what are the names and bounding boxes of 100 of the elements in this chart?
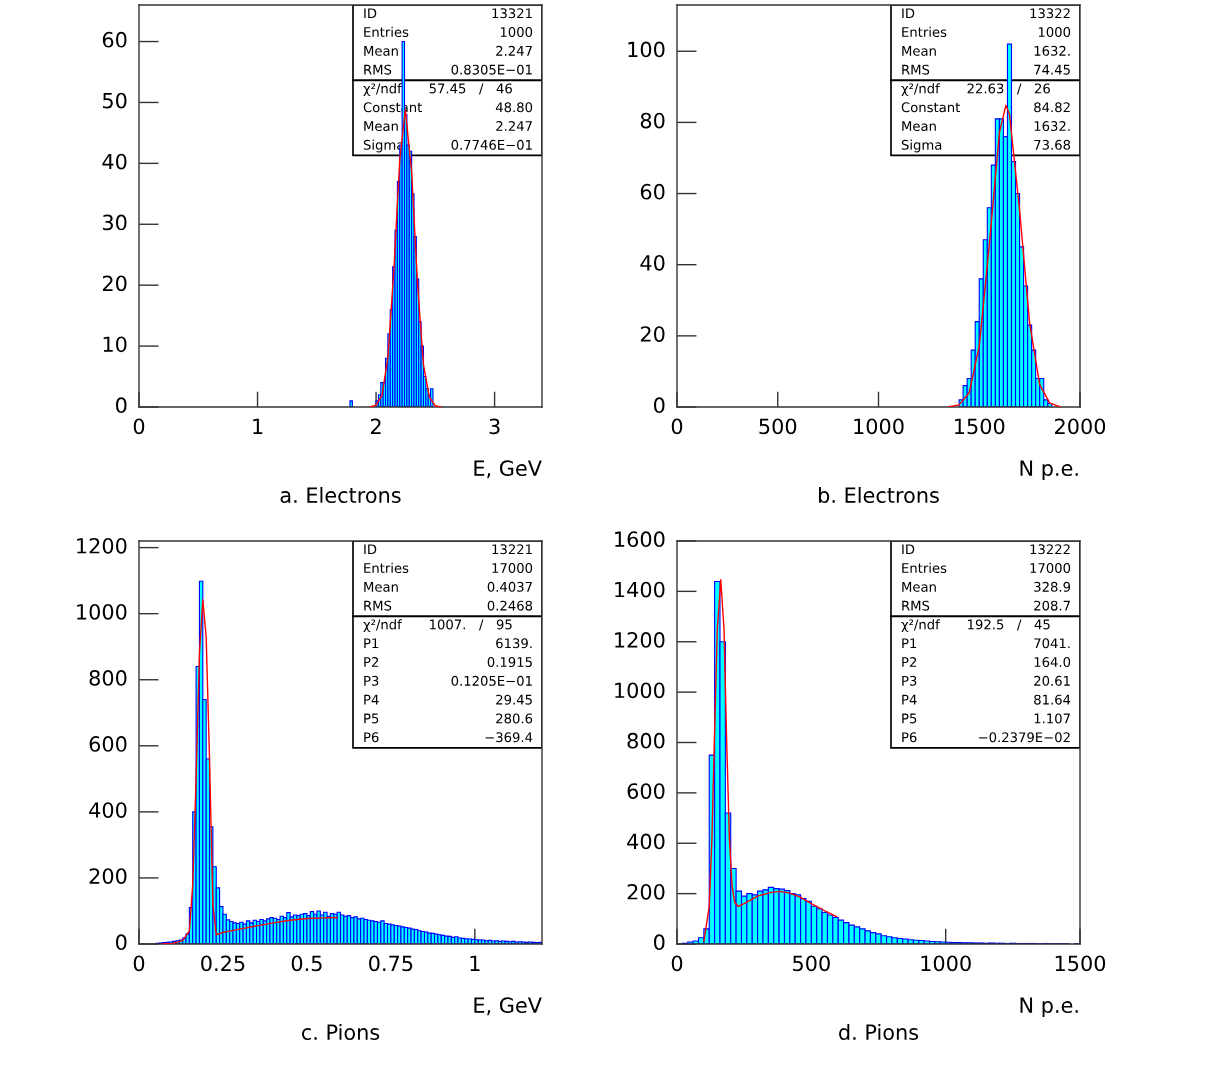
- annotation: Entries: [902, 562, 947, 574]
- y-tick-label: 1200: [77, 537, 127, 554]
- annotation: 1632.: [1034, 45, 1070, 56]
- annotation: 0.1915: [487, 657, 532, 668]
- annotation: 208.7: [1034, 600, 1070, 611]
- y-tick-label: 200: [627, 883, 665, 900]
- annotation: 0.1205E−01: [451, 675, 532, 686]
- x-tick-label: 500: [759, 418, 797, 435]
- annotation: P6: [364, 732, 379, 743]
- annotation: 1007. / 95: [430, 619, 512, 631]
- x-tick-label: 2000: [1055, 418, 1106, 435]
- annotation: Mean: [364, 121, 398, 132]
- annotation: 1000: [500, 27, 533, 38]
- y-tick-label: 1200: [615, 632, 665, 648]
- x-tick-label: 0.5: [291, 955, 322, 972]
- annotation: Entries: [364, 562, 409, 574]
- annotation: Sigma: [901, 139, 942, 153]
- annotation: 13321: [492, 8, 532, 19]
- annotation: ID: [364, 8, 377, 19]
- annotation: 6139.: [496, 638, 532, 649]
- annotation: Mean: [364, 46, 398, 56]
- annotation: P6: [902, 732, 917, 743]
- text: a. Electrons: [280, 486, 401, 504]
- annotation: 0.7746E−01: [451, 139, 532, 150]
- x-tick-label: 0.25: [201, 955, 245, 972]
- y-tick-label: 30: [102, 214, 127, 231]
- x-tick-label: 0: [671, 955, 683, 972]
- annotation: 0.8305E−01: [451, 64, 532, 75]
- annotation: 2.247: [496, 45, 532, 56]
- y-tick-label: 600: [627, 783, 665, 799]
- y-tick-label: 1000: [77, 603, 127, 620]
- annotation: χ²/ndf: [901, 619, 940, 632]
- x-tick-label: 1000: [921, 955, 971, 972]
- text: c. Pions: [301, 1023, 380, 1041]
- y-tick-label: 400: [89, 802, 127, 818]
- annotation: Mean: [902, 582, 936, 592]
- annotation: χ²/ndf: [901, 83, 940, 96]
- y-tick-label: 200: [89, 868, 127, 884]
- annotation: P5: [902, 713, 917, 724]
- annotation: P1: [902, 638, 917, 649]
- annotation: 0.4037: [487, 581, 532, 592]
- y-tick-label: 400: [627, 833, 665, 850]
- annotation: 29.45: [496, 694, 532, 705]
- y-tick-label: 1400: [615, 581, 665, 598]
- annotation: 13221: [492, 544, 532, 555]
- annotation: Entries: [902, 26, 947, 38]
- annotation: 20.61: [1034, 675, 1070, 686]
- x-tick-label: 1500: [1055, 955, 1106, 972]
- annotation: RMS: [364, 600, 392, 611]
- text: d. Pions: [839, 1023, 919, 1041]
- annotation: RMS: [902, 64, 930, 75]
- annotation: 192.5 / 45: [968, 619, 1050, 631]
- annotation: 0.2468: [487, 600, 533, 611]
- annotation: 164.0: [1034, 657, 1071, 668]
- annotation: 1000: [1038, 27, 1071, 38]
- y-tick-label: 800: [89, 670, 127, 686]
- annotation: 48.80: [495, 102, 533, 113]
- y-tick-label: 0: [654, 934, 665, 951]
- annotation: RMS: [364, 64, 392, 75]
- annotation: 81.64: [1034, 694, 1071, 705]
- y-tick-label: 10: [103, 336, 127, 353]
- annotation: 57.45 / 46: [429, 83, 512, 95]
- annotation: P2: [364, 657, 379, 667]
- x-tick-label: 1: [253, 418, 263, 434]
- y-tick-label: 600: [89, 736, 127, 752]
- text: b. Electrons: [819, 486, 939, 504]
- annotation: ID: [364, 544, 377, 555]
- annotation: ID: [902, 544, 915, 555]
- y-tick-label: 60: [640, 183, 665, 200]
- annotation: Mean: [364, 582, 398, 592]
- annotation: 328.9: [1034, 581, 1071, 592]
- y-tick-label: 80: [640, 112, 665, 129]
- annotation: P2: [902, 657, 917, 667]
- x-tick-label: 1000: [854, 418, 904, 435]
- y-tick-label: 800: [627, 732, 665, 749]
- x-axis-title: E, GeV: [474, 997, 542, 1016]
- annotation: 74.45: [1034, 64, 1070, 75]
- annotation: Entries: [364, 26, 409, 38]
- x-axis-title: N p.e.: [1020, 460, 1078, 481]
- annotation: 22.63 / 26: [967, 83, 1050, 95]
- annotation: Constant: [901, 102, 960, 113]
- x-tick-label: 2: [370, 418, 381, 434]
- x-tick-label: 0: [133, 955, 145, 972]
- annotation: Mean: [902, 46, 936, 56]
- y-tick-label: 60: [102, 31, 127, 48]
- annotation: P3: [364, 675, 379, 686]
- annotation: −0.2379E−02: [978, 732, 1070, 743]
- annotation: 1632.: [1034, 121, 1070, 132]
- x-axis-title: N p.e.: [1020, 997, 1078, 1018]
- x-tick-label: 500: [793, 955, 830, 972]
- annotation: 280.6: [496, 713, 533, 724]
- annotation: 84.82: [1034, 102, 1070, 113]
- annotation: 7041.: [1034, 638, 1070, 649]
- annotation: 17000: [1030, 563, 1071, 574]
- annotation: Mean: [902, 121, 936, 132]
- y-tick-label: 0: [654, 397, 665, 414]
- annotation: P3: [902, 675, 917, 686]
- y-tick-label: 20: [102, 275, 127, 292]
- y-tick-label: 40: [102, 153, 127, 170]
- annotation: −369.4: [485, 732, 533, 743]
